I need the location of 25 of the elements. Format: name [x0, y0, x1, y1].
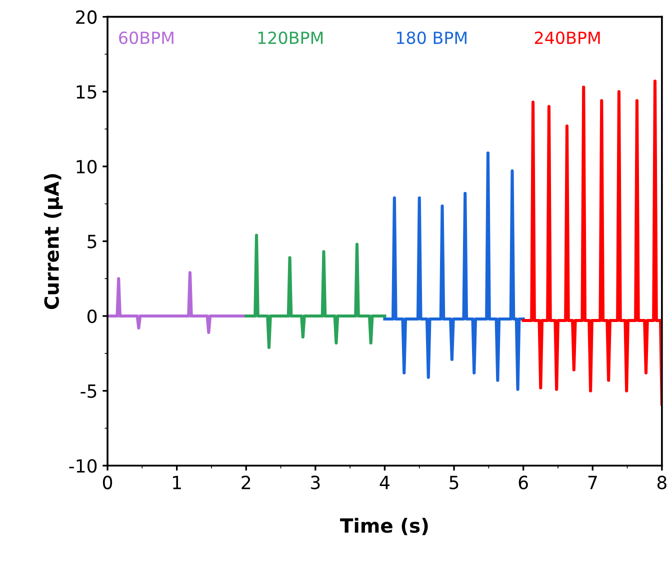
y-tick-label: -10	[69, 459, 97, 473]
line-series	[522, 80, 662, 406]
x-axis-title: Time (s)	[340, 518, 428, 536]
x-tick-label: 5	[450, 476, 458, 490]
text: 60BPM	[119, 32, 174, 44]
text: 240BPM	[534, 32, 600, 44]
x-tick-label: 4	[380, 476, 390, 490]
y-tick-label: 5	[88, 234, 96, 248]
text: 120BPM	[258, 32, 323, 44]
x-tick-label: 1	[173, 476, 181, 490]
y-tick-label: -5	[80, 384, 96, 398]
x-tick-label: 6	[518, 476, 528, 490]
y-axis-title: Current (μA)	[44, 174, 63, 310]
x-tick-label: 2	[242, 476, 250, 490]
text: 180 BPM	[396, 32, 466, 44]
x-tick-label: 8	[657, 476, 666, 490]
y-tick-label: 20	[76, 10, 97, 24]
line-series	[383, 151, 525, 391]
y-tick-label: 15	[76, 85, 96, 99]
y-tick-label: 10	[76, 160, 97, 174]
line-series	[244, 234, 386, 349]
y-tick-label: 0	[88, 309, 97, 324]
x-tick-label: 3	[311, 476, 320, 490]
x-tick-label: 7	[588, 476, 597, 490]
x-tick-label: 0	[102, 476, 112, 490]
